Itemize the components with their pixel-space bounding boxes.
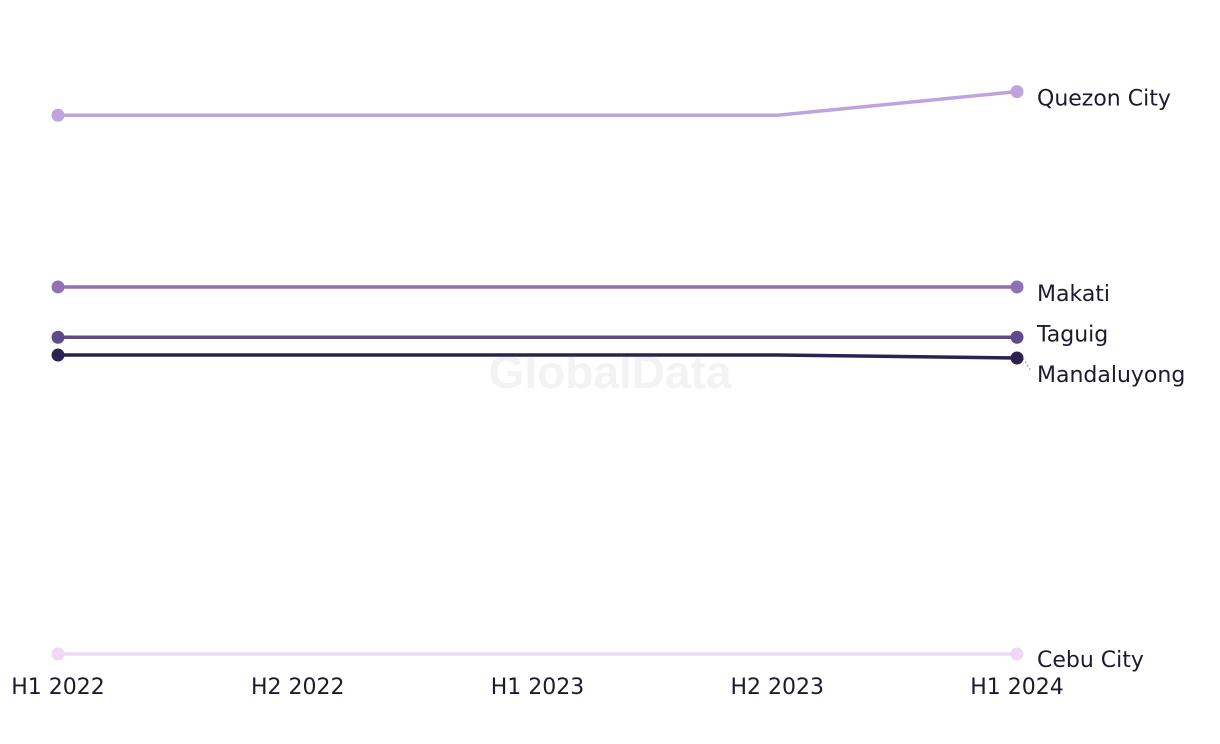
end-point[interactable] [1010,280,1024,294]
series-label-layer: Quezon City Makati Taguig Mandaluyong Cebu C… [1022,87,1185,673]
series-label: Makati [1037,282,1110,307]
series-label: Mandaluyong [1037,363,1185,388]
end-point[interactable] [1010,330,1024,344]
start-point[interactable] [51,647,65,661]
series-label: Cebu City [1037,648,1144,673]
series-label: Quezon City [1037,87,1171,112]
x-tick-label: H1 2024 [970,675,1064,700]
series-cebu-city [51,647,1024,661]
x-tick-label: H1 2023 [491,675,585,700]
x-axis: H1 2022 H2 2022 H1 2023 H2 2023 H1 2024 [11,675,1064,700]
end-point[interactable] [1010,647,1024,661]
series-line [58,353,1018,360]
series-makati [51,280,1024,294]
start-point[interactable] [51,108,65,122]
start-point[interactable] [51,348,65,362]
series-mandaluyong [51,348,1024,365]
start-point[interactable] [51,280,65,294]
series-line [58,89,1018,118]
x-tick-label: H1 2022 [11,675,105,700]
x-tick-label: H2 2023 [730,675,824,700]
start-point[interactable] [51,330,65,344]
series-taguig [51,330,1024,344]
label-leader-line [1022,357,1032,372]
series-label: Taguig [1036,322,1108,347]
end-point[interactable] [1010,351,1024,365]
series-quezon-city [51,85,1024,122]
series-layer [51,85,1024,661]
x-tick-label: H2 2022 [251,675,345,700]
end-point[interactable] [1010,85,1024,99]
